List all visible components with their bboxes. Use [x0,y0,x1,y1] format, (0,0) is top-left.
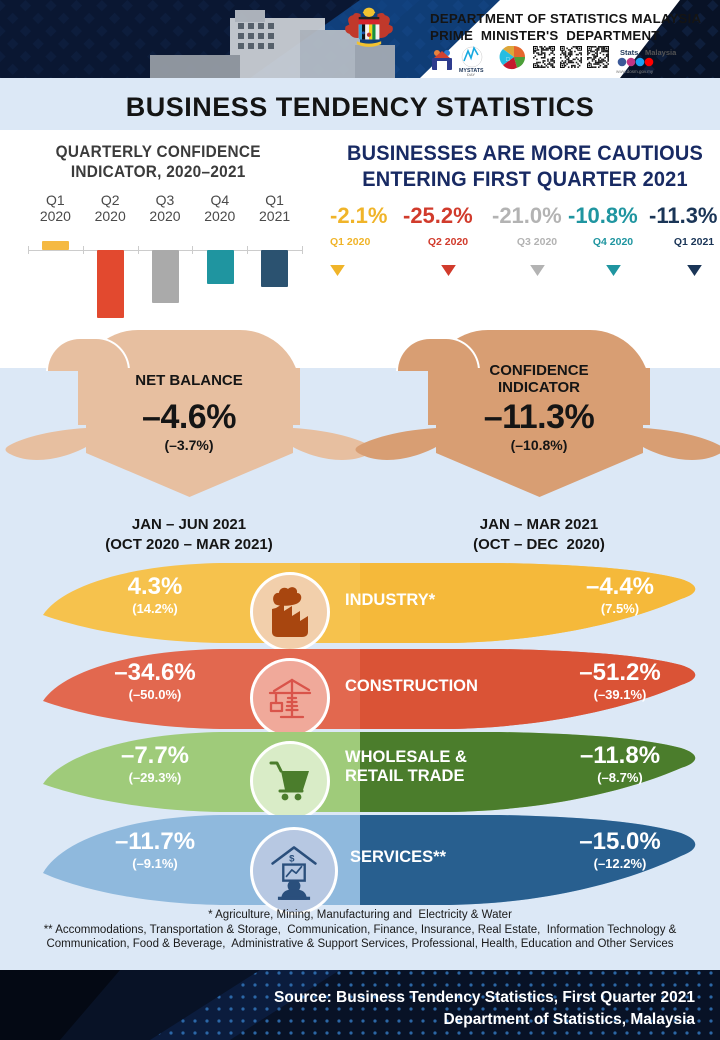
svg-text:www.dosm.gov.my: www.dosm.gov.my [616,69,654,74]
svg-text:$: $ [289,853,295,864]
svg-text:Stats: Stats [620,48,638,57]
svg-text:Malaysia: Malaysia [645,48,677,57]
svg-text:DAY: DAY [467,72,475,76]
svg-text:□: □ [506,57,510,63]
